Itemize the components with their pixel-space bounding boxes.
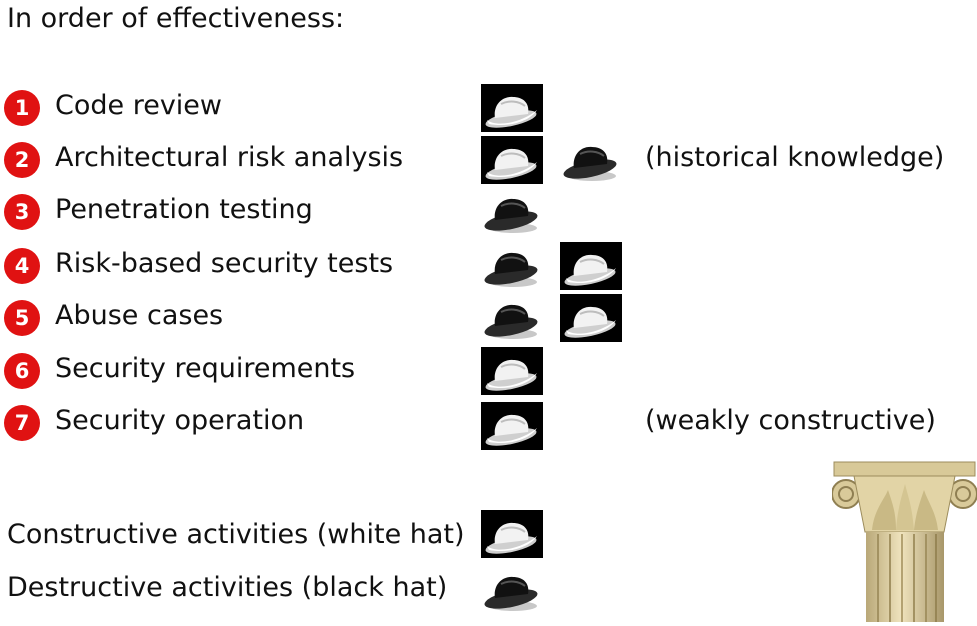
black-cowboy-hat-icon xyxy=(481,188,543,236)
white-cowboy-hat-icon xyxy=(560,294,622,342)
black-cowboy-hat-icon xyxy=(481,242,543,290)
activity-label: Architectural risk analysis xyxy=(55,142,404,173)
ionic-column-icon xyxy=(831,460,977,622)
activity-row-4: 4 Risk-based security tests xyxy=(0,240,977,290)
activity-label: Security requirements xyxy=(55,353,356,384)
activity-row-5: 5 Abuse cases xyxy=(0,292,977,342)
activity-label: Code review xyxy=(55,90,222,121)
rank-badge: 3 xyxy=(4,194,40,230)
activity-row-6: 6 Security requirements xyxy=(0,345,977,395)
activity-label: Security operation xyxy=(55,405,305,436)
white-cowboy-hat-icon xyxy=(481,510,543,558)
activity-row-3: 3 Penetration testing xyxy=(0,186,977,236)
white-cowboy-hat-icon xyxy=(481,402,543,450)
white-cowboy-hat-icon xyxy=(481,136,543,184)
activity-row-1: 1 Code review xyxy=(0,82,977,132)
rank-badge: 6 xyxy=(4,353,40,389)
black-cowboy-hat-icon xyxy=(481,566,543,614)
legend-destructive: Destructive activities (black hat) xyxy=(7,572,448,603)
rank-badge: 7 xyxy=(4,405,40,441)
white-cowboy-hat-icon xyxy=(560,242,622,290)
activity-row-7: 7 Security operation (weakly constructiv… xyxy=(0,397,977,450)
page-heading: In order of effectiveness: xyxy=(7,3,345,34)
activity-note: (weakly constructive) xyxy=(645,405,936,436)
activity-label: Abuse cases xyxy=(55,300,224,331)
activity-label: Risk-based security tests xyxy=(55,248,394,279)
activity-row-2: 2 Architectural risk analysis (historica… xyxy=(0,134,977,184)
rank-badge: 4 xyxy=(4,248,40,284)
legend-constructive: Constructive activities (white hat) xyxy=(7,519,465,550)
black-cowboy-hat-icon xyxy=(560,136,622,184)
rank-badge: 5 xyxy=(4,300,40,336)
white-cowboy-hat-icon xyxy=(481,84,543,132)
white-cowboy-hat-icon xyxy=(481,347,543,395)
black-cowboy-hat-icon xyxy=(481,294,543,342)
rank-badge: 1 xyxy=(4,90,40,126)
activity-note: (historical knowledge) xyxy=(645,142,945,173)
activity-label: Penetration testing xyxy=(55,194,313,225)
rank-badge: 2 xyxy=(4,142,40,178)
